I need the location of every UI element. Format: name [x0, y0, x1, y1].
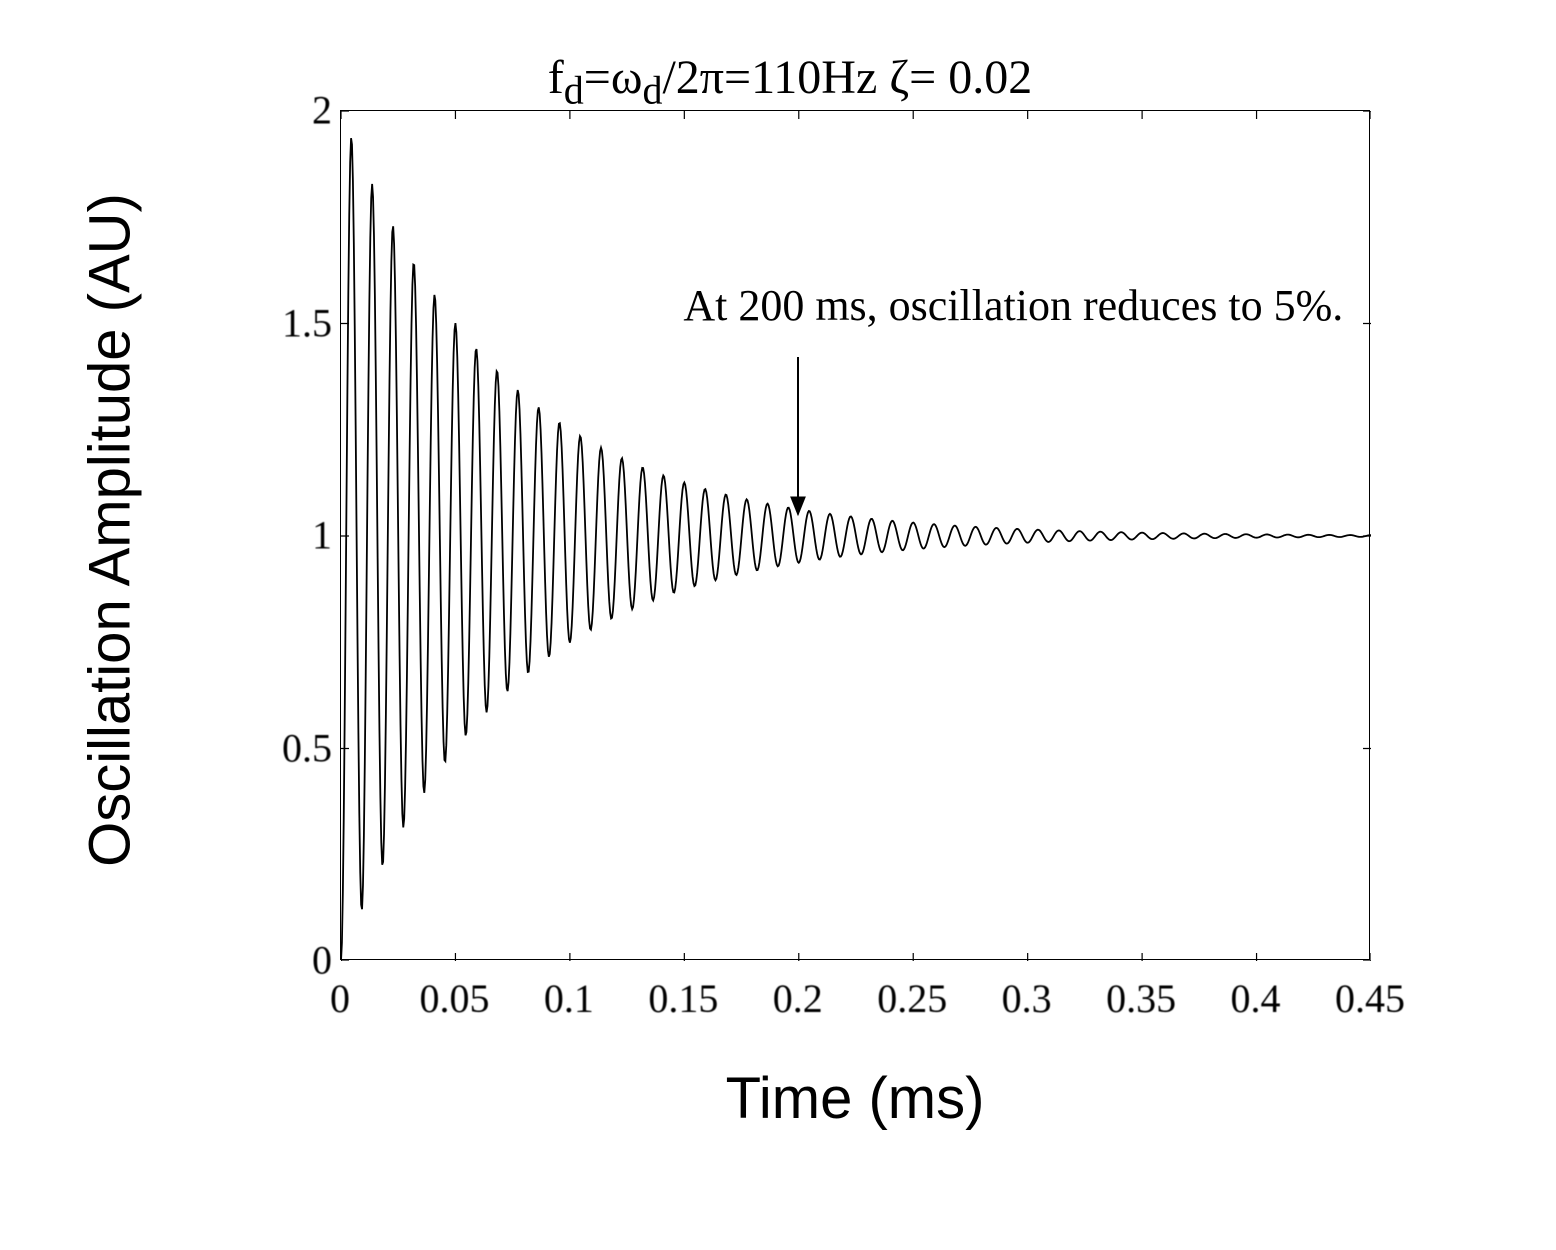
xtick-label: 0.35	[1106, 975, 1176, 1022]
xtick-label: 0.3	[1002, 975, 1052, 1022]
xtick-label: 0.1	[544, 975, 594, 1022]
title-text: fd=ωd/2π=110Hz ζ= 0.02	[548, 51, 1032, 104]
ytick-label: 1.5	[282, 299, 332, 346]
xtick-label: 0.4	[1231, 975, 1281, 1022]
xtick-label: 0.15	[648, 975, 718, 1022]
x-axis-label: Time (ms)	[340, 1065, 1370, 1132]
ytick-label: 0.5	[282, 724, 332, 771]
xtick-label: 0.45	[1335, 975, 1405, 1022]
ytick-label: 0	[312, 937, 332, 984]
ytick-label: 1	[312, 512, 332, 559]
plot-svg	[341, 111, 1371, 961]
xtick-label: 0	[330, 975, 350, 1022]
ytick-label: 2	[312, 87, 332, 134]
xtick-label: 0.2	[773, 975, 823, 1022]
annotation-arrow	[783, 342, 813, 529]
chart-container: fd=ωd/2π=110Hz ζ= 0.02 Oscillation Ampli…	[120, 30, 1460, 1190]
xtick-label: 0.05	[419, 975, 489, 1022]
y-axis-label: Oscillation Amplitude (AU)	[77, 193, 144, 867]
annotation-text: At 200 ms, oscillation reduces to 5%.	[683, 280, 1343, 331]
plot-area	[340, 110, 1370, 960]
xtick-label: 0.25	[877, 975, 947, 1022]
